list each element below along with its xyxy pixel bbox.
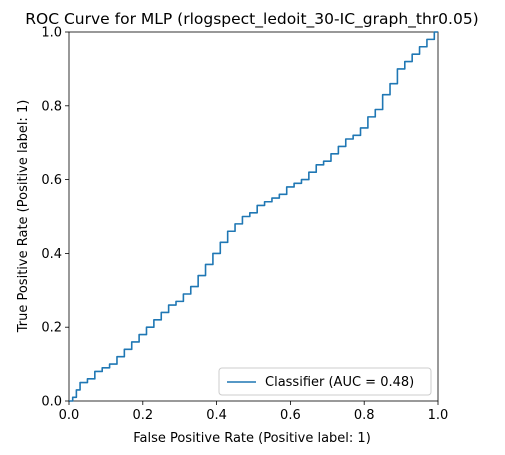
legend: Classifier (AUC = 0.48) [218,367,432,396]
x-tick-label: 0.2 [132,408,153,423]
x-tick-label: 0.4 [206,408,227,423]
x-tick-label: 1.0 [428,408,449,423]
y-tick-label: 0.6 [41,173,62,188]
legend-box [218,367,432,396]
plot-area [68,31,439,402]
x-axis-label: False Positive Rate (Positive label: 1) [133,431,371,446]
y-tick-label: 0.4 [41,247,62,262]
x-axis-ticks: 0.0 0.2 0.4 0.6 0.8 1.0 [59,401,449,423]
y-tick-label: 0.0 [41,395,62,410]
y-tick-label: 1.0 [41,26,62,41]
x-tick-label: 0.0 [59,408,80,423]
legend-entry-label: Classifier (AUC = 0.48) [265,375,414,390]
y-tick-label: 0.2 [41,321,62,336]
plot-frame [68,31,439,402]
x-tick-label: 0.6 [280,408,301,423]
y-axis-label: True Positive Rate (Positive label: 1) [16,100,31,334]
x-tick-label: 0.8 [354,408,375,423]
y-axis-ticks: 0.0 0.2 0.4 0.6 0.8 1.0 [41,26,69,410]
curve-layer [69,31,438,402]
chart-title: ROC Curve for MLP (rlogspect_ledoit_30-I… [25,10,478,29]
roc-series-line-0 [69,31,438,402]
y-tick-label: 0.8 [41,99,62,114]
